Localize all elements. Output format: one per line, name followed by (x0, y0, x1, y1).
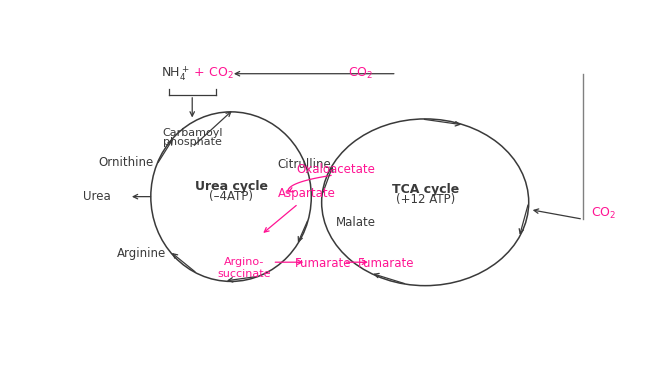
Text: TCA cycle: TCA cycle (391, 183, 459, 196)
Text: Ornithine: Ornithine (98, 156, 154, 169)
Text: Oxaloacetate: Oxaloacetate (296, 163, 375, 176)
Text: Fumarate: Fumarate (295, 257, 351, 270)
Text: Citrulline: Citrulline (278, 158, 331, 171)
Text: Malate: Malate (336, 215, 376, 229)
Text: Fumarate: Fumarate (358, 257, 415, 270)
Text: phosphate: phosphate (163, 137, 222, 146)
Text: CO$_2$: CO$_2$ (348, 66, 373, 81)
Text: Argino-
succinate: Argino- succinate (217, 257, 271, 279)
Text: + CO$_2$: + CO$_2$ (190, 66, 233, 81)
Text: (+12 ATP): (+12 ATP) (395, 193, 455, 206)
Text: Urea cycle: Urea cycle (194, 180, 268, 193)
Text: NH$_4^+$: NH$_4^+$ (161, 64, 190, 83)
Text: Carbamoyl: Carbamoyl (162, 128, 222, 138)
Text: Urea: Urea (83, 190, 110, 203)
Text: Aspartate: Aspartate (278, 187, 336, 200)
Text: CO$_2$: CO$_2$ (591, 206, 616, 221)
Text: (–4ATP): (–4ATP) (209, 190, 253, 203)
Text: Arginine: Arginine (117, 247, 166, 260)
